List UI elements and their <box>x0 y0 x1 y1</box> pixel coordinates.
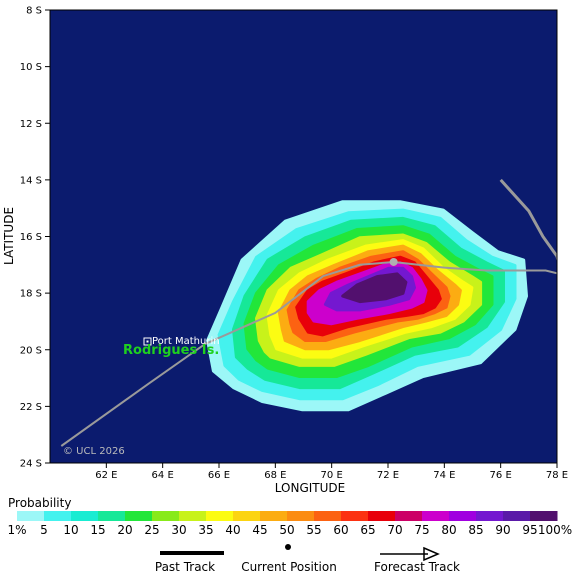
probability-label: 80 <box>441 523 456 537</box>
copyright-label: © UCL 2026 <box>63 446 125 457</box>
probability-swatch <box>395 511 423 521</box>
forecast-track-key-label: Forecast Track <box>374 560 460 574</box>
probability-swatch <box>125 511 153 521</box>
lon-tick-label: 72 E <box>377 470 399 481</box>
probability-swatch <box>233 511 261 521</box>
current-position-marker <box>389 257 398 266</box>
probability-label: 25 <box>144 523 159 537</box>
probability-swatch <box>476 511 504 521</box>
probability-swatch <box>71 511 99 521</box>
probability-swatch <box>44 511 72 521</box>
lat-tick-label: 12 S <box>20 119 42 130</box>
probability-label: 75 <box>414 523 429 537</box>
town-marker-dot <box>146 340 149 343</box>
longitude-axis: 62 E 64 E 66 E 68 E 70 E 72 E 74 E 76 E 78 E <box>95 463 568 481</box>
probability-label: 10 <box>63 523 78 537</box>
probability-swath <box>206 200 528 412</box>
probability-label: 70 <box>387 523 402 537</box>
probability-label: 40 <box>225 523 240 537</box>
probability-label: 30 <box>171 523 186 537</box>
probability-swatch <box>98 511 126 521</box>
latitude-axis: 8 S 10 S 12 S 14 S 16 S 18 S 20 S 22 S 24 S <box>20 6 50 470</box>
past-track-key-label: Past Track <box>155 560 215 574</box>
lon-tick-label: 66 E <box>208 470 230 481</box>
probability-label: 55 <box>306 523 321 537</box>
forecast-track-key-icon <box>380 546 440 562</box>
probability-contour <box>341 272 408 304</box>
lat-tick-label: 8 S <box>26 6 42 17</box>
lon-tick-label: 64 E <box>152 470 174 481</box>
probability-label: 65 <box>360 523 375 537</box>
lon-tick-label: 62 E <box>95 470 117 481</box>
forecast-track-line <box>499 178 557 263</box>
probability-label: 85 <box>468 523 483 537</box>
probability-swatch <box>449 511 477 521</box>
lon-tick-label: 74 E <box>433 470 455 481</box>
probability-swatch <box>422 511 450 521</box>
probability-color-labels: 1% 5 10 15 20 25 30 35 40 45 50 55 60 65 70 75 80 85 90 95 1… <box>7 523 572 537</box>
legend-title: Probability <box>8 496 71 510</box>
probability-label: 60 <box>333 523 348 537</box>
probability-label: 100% <box>538 523 572 537</box>
probability-label: 95 <box>522 523 537 537</box>
probability-label: 50 <box>279 523 294 537</box>
probability-label: 15 <box>90 523 105 537</box>
town-label: Port Mathurin <box>152 336 220 347</box>
lon-tick-label: 68 E <box>264 470 286 481</box>
probability-swatch <box>314 511 342 521</box>
lat-tick-label: 10 S <box>20 62 42 73</box>
probability-label: 45 <box>252 523 267 537</box>
probability-swatch <box>206 511 234 521</box>
probability-swatch <box>179 511 207 521</box>
probability-swatch <box>152 511 180 521</box>
probability-swatch <box>341 511 369 521</box>
probability-swatch <box>503 511 531 521</box>
island-label: Rodrigues Is. <box>123 343 219 358</box>
lon-tick-label: 78 E <box>546 470 568 481</box>
lat-tick-label: 24 S <box>20 459 42 470</box>
lat-tick-label: 18 S <box>20 289 42 300</box>
current-position-key-icon <box>285 544 291 550</box>
probability-label: 90 <box>495 523 510 537</box>
current-position-key-label: Current Position <box>241 560 337 574</box>
probability-swatch <box>368 511 396 521</box>
probability-swatch <box>530 511 558 521</box>
probability-color-bar <box>17 511 558 521</box>
probability-label: 5 <box>40 523 48 537</box>
probability-label: 20 <box>117 523 132 537</box>
lat-tick-label: 20 S <box>20 345 42 356</box>
lat-tick-label: 16 S <box>20 232 42 243</box>
probability-swatch <box>260 511 288 521</box>
lat-tick-label: 14 S <box>20 175 42 186</box>
probability-label: 1% <box>7 523 26 537</box>
probability-swatch <box>287 511 315 521</box>
probability-label: 35 <box>198 523 213 537</box>
lon-tick-label: 76 E <box>490 470 512 481</box>
y-axis-title: LATITUDE <box>2 207 16 265</box>
town-marker-icon <box>143 337 152 346</box>
x-axis-title: LONGITUDE <box>275 481 345 495</box>
lat-tick-label: 22 S <box>20 402 42 413</box>
lon-tick-label: 70 E <box>321 470 343 481</box>
probability-swatch <box>17 511 45 521</box>
